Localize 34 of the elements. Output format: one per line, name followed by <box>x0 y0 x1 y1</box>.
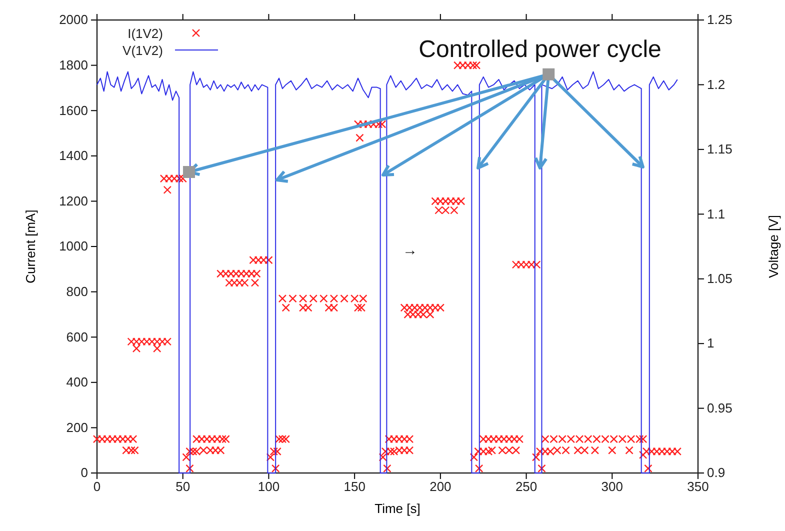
y2-tick-label: 1.15 <box>707 142 732 157</box>
y-tick-label: 0 <box>80 465 88 480</box>
y2-tick-label: 1.05 <box>707 271 732 286</box>
y-tick-label: 1400 <box>59 148 88 164</box>
y2-axis-title: Voltage [V] <box>766 215 781 278</box>
y2-tick-label: 0.95 <box>707 400 732 416</box>
y-tick-label: 200 <box>66 420 88 435</box>
annotation: → <box>402 242 418 259</box>
y-axis-title: Current [mA] <box>23 210 38 284</box>
x-tick-label: 200 <box>430 479 452 494</box>
x-tick-label: 300 <box>601 479 623 494</box>
y-tick-label: 1000 <box>59 238 88 254</box>
x-tick-label: 150 <box>344 479 366 494</box>
x-tick-label: 0 <box>93 479 101 494</box>
y2-tick-label: 1.25 <box>707 12 732 28</box>
y-tick-label: 400 <box>66 374 88 390</box>
legend-label: I(1V2) <box>128 26 163 41</box>
y-tick-label: 1800 <box>59 57 88 72</box>
y2-tick-label: 1 <box>707 336 714 351</box>
y-tick-label: 1200 <box>59 193 88 208</box>
x-axis-title: Time [s] <box>374 501 420 516</box>
legend-label: V(1V2) <box>122 43 163 58</box>
y-tick-label: 2000 <box>59 12 88 28</box>
y2-tick-label: 0.9 <box>707 465 726 480</box>
annotation: Controlled power cycle <box>418 36 662 63</box>
y-tick-label: 600 <box>66 329 88 344</box>
y-tick-label: 1600 <box>59 102 88 118</box>
x-tick-label: 250 <box>515 479 538 494</box>
y2-tick-label: 1.2 <box>707 76 726 92</box>
x-tick-label: 350 <box>687 479 709 494</box>
x-tick-label: 100 <box>258 479 280 494</box>
y2-tick-label: 1.1 <box>707 206 726 222</box>
y-tick-label: 800 <box>66 284 88 299</box>
x-tick-label: 50 <box>176 479 190 494</box>
